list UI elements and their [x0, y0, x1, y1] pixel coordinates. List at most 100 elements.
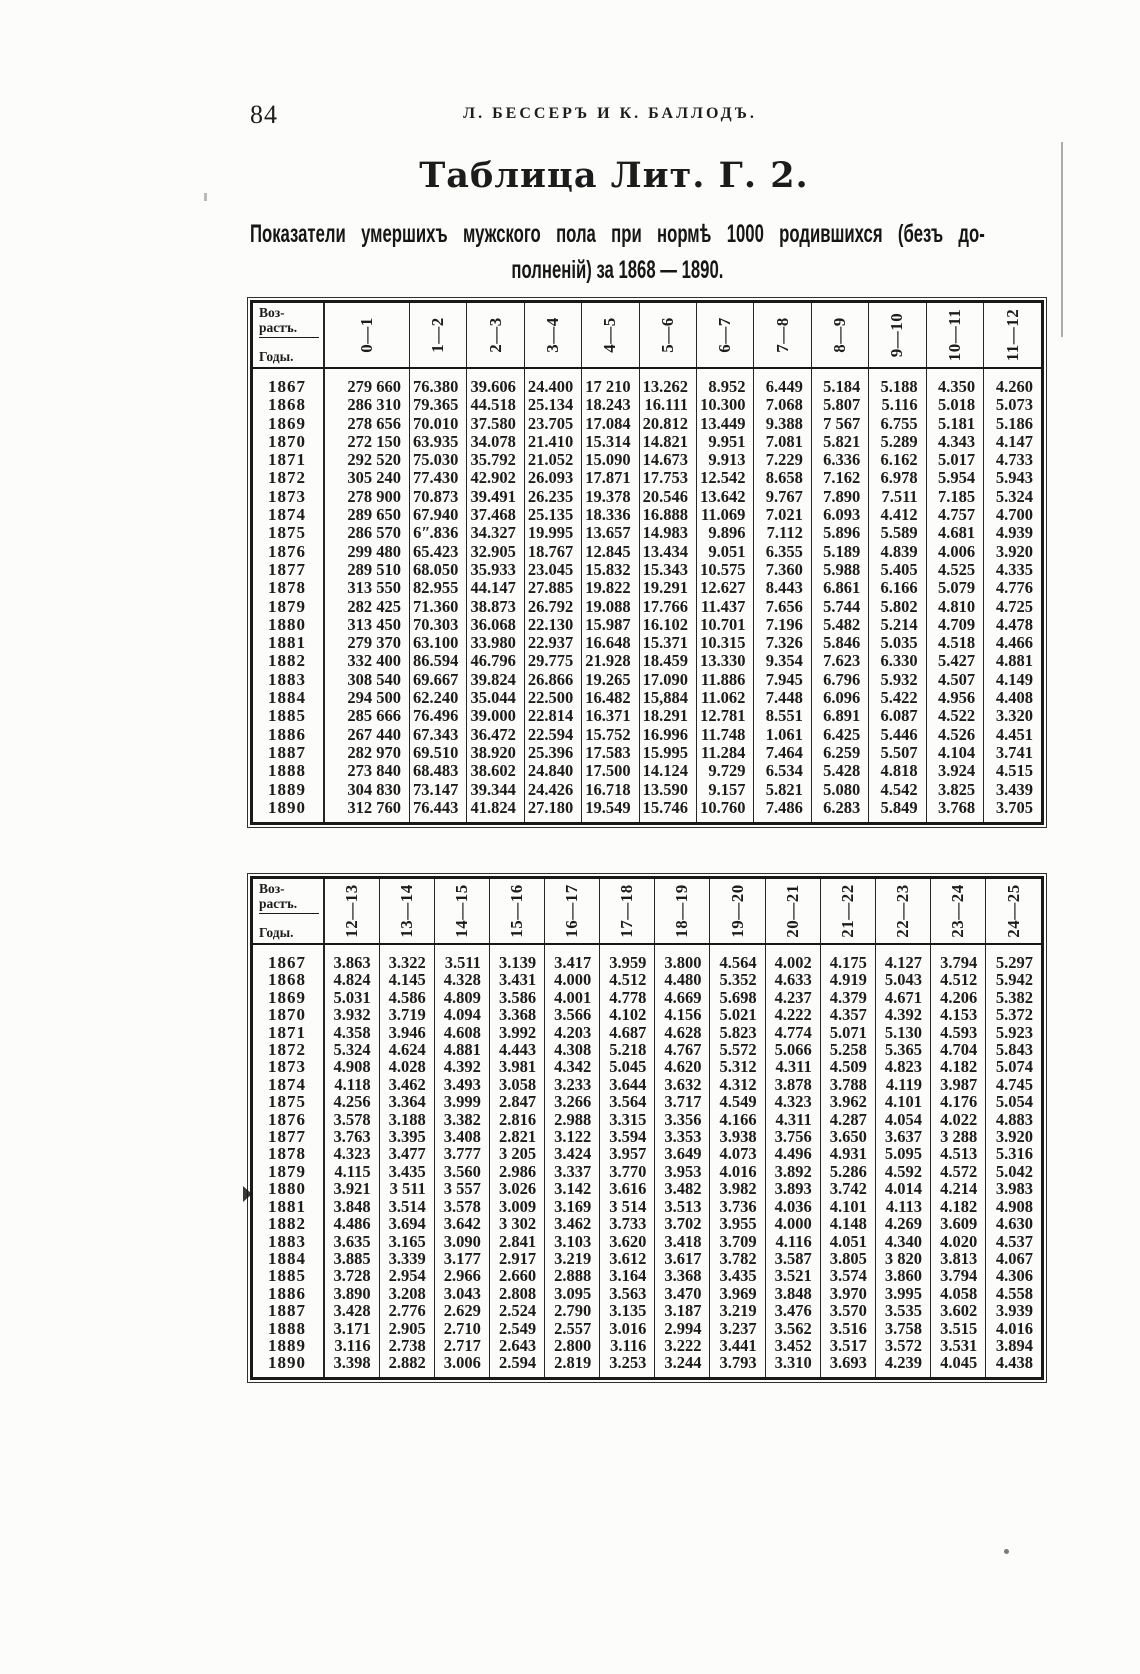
value-cell: 4.175	[819, 944, 876, 972]
table-row: 1878 313 550 82.955 44.147 27.885 19.822 19.29…	[253, 578, 1041, 598]
year-cell: 1878	[268, 578, 306, 598]
value-cell: 2.557	[544, 1319, 600, 1337]
value-cell: 4.000	[764, 1215, 821, 1233]
value-cell: 3.728	[322, 1267, 380, 1285]
value-cell: 7.081	[753, 432, 812, 452]
value-cell: 3.177	[433, 1249, 490, 1267]
value-cell: 27.885	[523, 578, 582, 598]
value-cell: 5.116	[868, 395, 927, 415]
value-cell: 36.472	[466, 725, 525, 744]
value-cell: 4.323	[764, 1093, 821, 1111]
value-cell: 6.425	[810, 725, 869, 744]
value-cell: 2.821	[488, 1128, 545, 1145]
value-cell: 3.612	[599, 1249, 655, 1267]
value-cell: 4.237	[764, 988, 821, 1006]
value-cell: 5.482	[810, 615, 869, 635]
value-cell: 5.422	[868, 688, 927, 708]
table-row: 1887 3.428 2.776 2.629 2.524 2.790 3.135 3.187 3…	[253, 1302, 1041, 1320]
value-cell: 3.702	[654, 1215, 710, 1233]
value-cell: 27.180	[523, 798, 582, 823]
value-cell: 3.439	[983, 780, 1041, 799]
value-cell: 5.043	[874, 971, 931, 989]
table-row: 1875 4.256 3.364 3.999 2.847 3.266 3.564 3.717 4…	[253, 1093, 1041, 1111]
age-range-header: 15—16	[488, 879, 545, 945]
value-cell: 3.222	[654, 1337, 710, 1354]
value-cell: 3.650	[819, 1128, 876, 1145]
value-cell: 4.176	[930, 1093, 986, 1111]
year-cell: 1873	[268, 1057, 306, 1077]
table-row: 1871 4.358 3.946 4.608 3.992 4.203 4.687 4.628 5…	[253, 1023, 1041, 1041]
value-cell: 7 567	[810, 414, 869, 433]
value-cell: 3.122	[544, 1128, 600, 1145]
age-range-header: 5—6	[638, 303, 697, 369]
value-cell: 3.016	[599, 1319, 655, 1337]
value-cell: 4.028	[378, 1058, 435, 1076]
age-range-header: 23—24	[930, 879, 986, 945]
value-cell: 3.885	[322, 1249, 380, 1267]
value-cell: 289 510	[323, 560, 410, 580]
value-cell: 3.920	[983, 542, 1041, 561]
table-row: 1882 332 400 86.594 46.796 29.775 21.928 18.45…	[253, 652, 1041, 671]
year-cell: 1867	[268, 377, 306, 396]
value-cell: 3.782	[709, 1249, 766, 1267]
value-cell: 5.807	[810, 395, 869, 415]
table-row: 1868 286 310 79.365 44.518 25.134 18.243 16.11…	[253, 395, 1041, 415]
year-cell: 1888	[268, 1318, 306, 1338]
value-cell: 6.093	[810, 505, 869, 525]
value-cell: 3.187	[654, 1302, 710, 1320]
value-cell: 4.312	[709, 1075, 766, 1093]
value-cell: 4.592	[874, 1162, 931, 1180]
value-cell: 272 150	[323, 432, 410, 452]
value-cell: 82.955	[408, 578, 467, 598]
value-cell: 4.572	[930, 1162, 986, 1180]
value-cell: 3.609	[930, 1215, 986, 1233]
value-cell: 4.757	[925, 505, 984, 525]
value-cell: 3.452	[764, 1337, 821, 1354]
age-range-header: 9—10	[868, 303, 927, 369]
value-cell: 35.792	[466, 450, 525, 470]
age-range-header: 7—8	[753, 303, 812, 369]
value-cell: 278 656	[323, 414, 410, 433]
value-cell: 20.812	[638, 414, 697, 433]
value-cell: 3.602	[930, 1302, 986, 1320]
years-label: Годы.	[259, 924, 294, 940]
value-cell: 4.054	[874, 1110, 931, 1128]
value-cell: 4.182	[930, 1058, 986, 1076]
value-cell: 4.512	[599, 971, 655, 989]
value-cell: 3 557	[433, 1180, 490, 1198]
value-cell: 3.337	[544, 1162, 600, 1180]
value-cell: 2.594	[488, 1354, 545, 1377]
value-cell: 9.157	[696, 780, 754, 799]
value-cell: 3.368	[488, 1006, 545, 1024]
value-cell: 4.392	[433, 1058, 490, 1076]
value-cell: 10.575	[696, 560, 754, 580]
value-cell: 4.776	[983, 578, 1041, 598]
value-cell: 4.350	[925, 368, 984, 397]
value-cell: 6.755	[868, 414, 927, 433]
value-cell: 3.310	[764, 1354, 821, 1377]
value-cell: 3.574	[819, 1267, 876, 1285]
value-cell: 3.825	[925, 780, 984, 799]
value-cell: 4.256	[322, 1093, 380, 1111]
value-cell: 6.861	[810, 578, 869, 598]
value-cell: 35.044	[466, 688, 525, 708]
age-range-label: 14—15	[451, 884, 471, 938]
value-cell: 10.315	[696, 633, 754, 653]
value-cell: 35.933	[466, 560, 525, 580]
value-cell: 14.821	[638, 432, 697, 452]
value-cell: 6.978	[868, 469, 927, 488]
age-range-label: 21—22	[837, 884, 857, 938]
age-range-label: 13—14	[396, 884, 416, 938]
value-cell: 9.767	[753, 487, 812, 507]
value-cell: 3.441	[709, 1337, 766, 1354]
value-cell: 2.816	[488, 1110, 545, 1128]
value-cell: 3.932	[322, 1006, 380, 1024]
value-cell: 3.428	[322, 1302, 380, 1320]
value-cell: 3.476	[764, 1302, 821, 1320]
page-number: 84	[250, 100, 278, 129]
value-cell: 4.148	[819, 1215, 876, 1233]
value-cell: 13.449	[696, 414, 754, 433]
value-cell: 4.774	[764, 1023, 821, 1041]
value-cell: 5.073	[983, 395, 1041, 415]
value-cell: 6.162	[868, 450, 927, 470]
